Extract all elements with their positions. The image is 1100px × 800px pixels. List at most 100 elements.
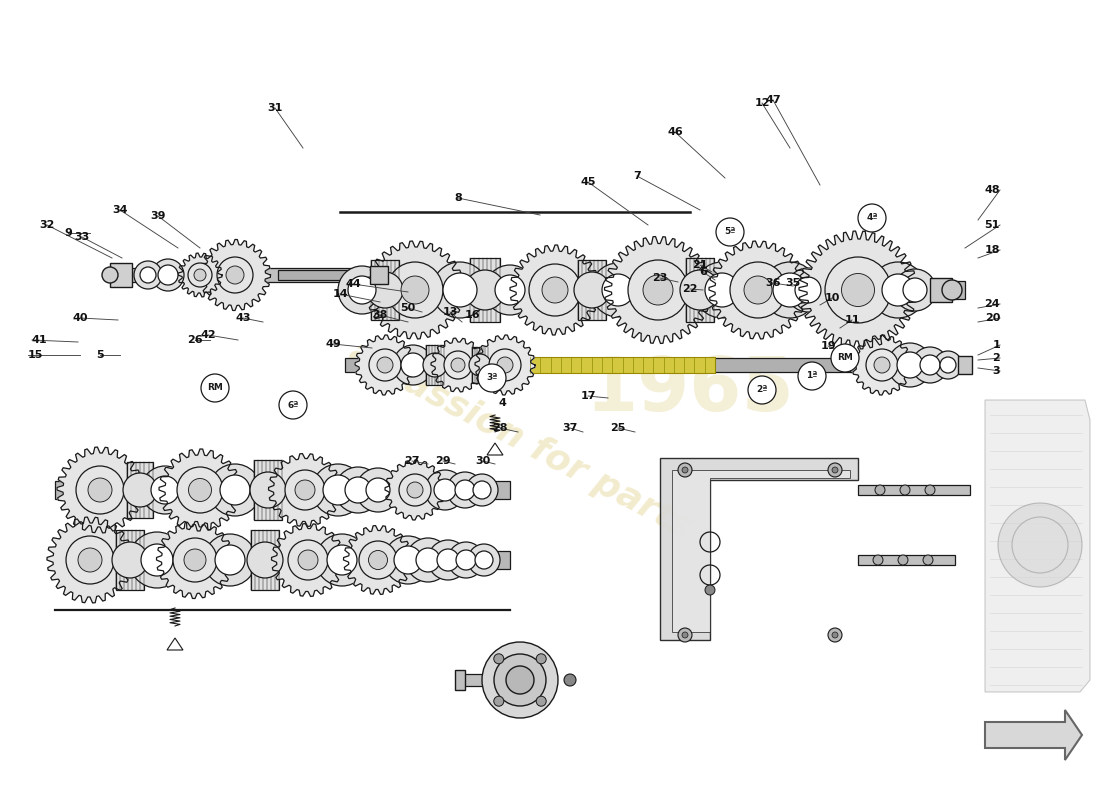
Polygon shape: [852, 335, 912, 395]
FancyBboxPatch shape: [116, 530, 144, 590]
Circle shape: [76, 466, 124, 514]
Circle shape: [1012, 517, 1068, 573]
FancyBboxPatch shape: [858, 555, 955, 565]
Circle shape: [407, 482, 424, 498]
Circle shape: [903, 278, 927, 302]
Circle shape: [842, 274, 874, 306]
Circle shape: [574, 272, 611, 308]
Circle shape: [359, 541, 397, 579]
Circle shape: [151, 476, 179, 504]
Circle shape: [204, 534, 256, 586]
Text: 10: 10: [824, 293, 839, 303]
Circle shape: [494, 654, 504, 664]
Text: 24: 24: [984, 299, 1000, 309]
Text: 8: 8: [454, 193, 462, 203]
Circle shape: [134, 261, 162, 289]
Circle shape: [188, 478, 211, 502]
Text: 20: 20: [984, 313, 1000, 323]
FancyBboxPatch shape: [858, 485, 970, 495]
Text: 40: 40: [73, 313, 88, 323]
Circle shape: [705, 273, 739, 307]
Polygon shape: [57, 447, 143, 533]
Circle shape: [448, 542, 484, 578]
Circle shape: [367, 272, 403, 308]
Circle shape: [184, 549, 206, 571]
Circle shape: [298, 550, 318, 570]
Polygon shape: [366, 241, 464, 339]
Text: 35: 35: [785, 278, 801, 288]
Polygon shape: [710, 241, 807, 339]
Circle shape: [536, 654, 547, 664]
Circle shape: [432, 262, 488, 318]
FancyBboxPatch shape: [686, 258, 714, 322]
Circle shape: [564, 674, 576, 686]
Text: 34: 34: [112, 205, 128, 215]
Text: 30: 30: [475, 456, 491, 466]
Circle shape: [288, 540, 328, 580]
Text: 6ª: 6ª: [287, 401, 299, 410]
FancyBboxPatch shape: [530, 357, 715, 373]
Circle shape: [591, 263, 645, 317]
Circle shape: [495, 275, 525, 305]
Circle shape: [940, 357, 956, 373]
Text: 5ª: 5ª: [724, 227, 736, 237]
Circle shape: [158, 265, 178, 285]
Circle shape: [394, 546, 422, 574]
Polygon shape: [47, 517, 133, 603]
Text: 27: 27: [405, 456, 420, 466]
Circle shape: [730, 262, 786, 318]
Text: 1ª: 1ª: [806, 371, 817, 381]
Circle shape: [644, 275, 673, 305]
Circle shape: [78, 548, 102, 572]
Circle shape: [437, 549, 459, 571]
Polygon shape: [272, 523, 344, 597]
Circle shape: [434, 479, 456, 501]
Circle shape: [194, 269, 206, 281]
Circle shape: [88, 478, 112, 502]
Text: 17: 17: [581, 391, 596, 401]
FancyBboxPatch shape: [55, 551, 510, 569]
Circle shape: [285, 470, 324, 510]
Circle shape: [406, 538, 450, 582]
Text: 22: 22: [682, 284, 697, 294]
Text: 2: 2: [992, 353, 1000, 363]
Circle shape: [478, 364, 506, 392]
Circle shape: [536, 696, 547, 706]
Circle shape: [786, 268, 830, 312]
Text: 51: 51: [984, 220, 1000, 230]
Circle shape: [874, 357, 890, 373]
Text: 25: 25: [610, 423, 626, 433]
Circle shape: [209, 464, 261, 516]
FancyBboxPatch shape: [958, 356, 972, 374]
Text: 6: 6: [700, 267, 707, 277]
Polygon shape: [199, 239, 271, 310]
Polygon shape: [660, 458, 858, 640]
Circle shape: [140, 267, 156, 283]
Text: 46: 46: [667, 127, 683, 137]
Circle shape: [327, 545, 358, 575]
Text: 21: 21: [692, 260, 707, 270]
Circle shape: [482, 642, 558, 718]
Circle shape: [506, 666, 534, 694]
Circle shape: [466, 474, 498, 506]
Polygon shape: [984, 400, 1090, 692]
Circle shape: [377, 357, 393, 373]
Circle shape: [602, 274, 634, 306]
Text: 31: 31: [267, 103, 283, 113]
Circle shape: [925, 485, 935, 495]
FancyBboxPatch shape: [930, 278, 952, 302]
Circle shape: [447, 472, 483, 508]
Circle shape: [177, 467, 223, 513]
Text: 47: 47: [766, 95, 781, 105]
Circle shape: [473, 481, 491, 499]
Text: 12: 12: [755, 98, 770, 108]
Text: 4ª: 4ª: [867, 214, 878, 222]
Circle shape: [393, 345, 433, 385]
FancyBboxPatch shape: [278, 270, 380, 280]
Circle shape: [678, 628, 692, 642]
Text: 48: 48: [984, 185, 1000, 195]
Circle shape: [494, 654, 546, 706]
Circle shape: [387, 262, 443, 318]
Text: 4: 4: [498, 398, 506, 408]
Circle shape: [825, 257, 891, 323]
